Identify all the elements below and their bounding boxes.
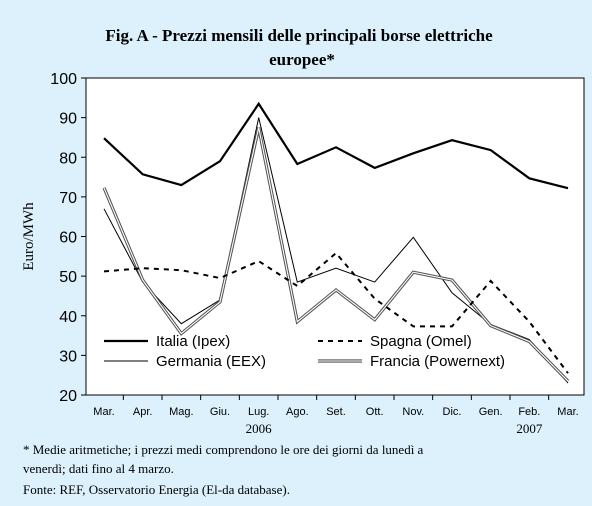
chart-title-line1: Fig. A - Prezzi mensili delle principali… <box>105 26 493 45</box>
x-tick-label: Feb. <box>518 406 540 418</box>
note-line-1: * Medie aritmetiche; i prezzi medi compr… <box>23 442 424 457</box>
plot-area <box>85 77 585 396</box>
chart-title: Fig. A - Prezzi mensili delle principali… <box>0 24 592 72</box>
x-year-label: 2007 <box>516 421 543 436</box>
x-tick-label: Lug. <box>248 406 269 418</box>
legend-label-germania-eex: Germania (EEX) <box>156 353 266 370</box>
x-tick-label: Mar. <box>93 406 114 418</box>
x-tick-label: Mar. <box>557 406 578 418</box>
legend-label-spagna-omel: Spagna (Omel) <box>370 333 472 350</box>
series-line-francia-powernext-inner <box>103 127 569 382</box>
x-tick-label: Mag. <box>169 406 193 418</box>
y-tick-label: 20 <box>59 388 77 405</box>
x-tick-label: Set. <box>326 406 346 418</box>
series-line-spagna-omel <box>103 251 569 374</box>
x-tick-label: Apr. <box>133 406 153 418</box>
y-tick-label: 90 <box>59 111 77 128</box>
x-tick-label: Giu. <box>210 406 230 418</box>
chart-notes: * Medie aritmetiche; i prezzi medi compr… <box>23 440 423 499</box>
x-tick-label: Dic. <box>443 406 462 418</box>
y-tick-label: 80 <box>59 150 77 167</box>
y-tick-label: 50 <box>59 269 77 286</box>
source-note: Fonte: REF, Osservatorio Energia (El-da … <box>23 482 290 497</box>
y-tick-label: 40 <box>59 309 77 326</box>
y-tick-label: 60 <box>59 230 77 247</box>
y-tick-label: 30 <box>59 348 77 365</box>
chart-title-line2: europee* <box>269 50 335 69</box>
x-tick-label: Nov. <box>402 406 424 418</box>
x-tick-label: Ott. <box>366 406 384 418</box>
note-line-2: venerdì; dati fino al 4 marzo. <box>23 461 174 476</box>
series-line-italia-ipex <box>103 101 569 190</box>
legend-label-italia-ipex: Italia (Ipex) <box>156 333 230 350</box>
line-chart: 20 30 40 50 60 70 80 90 100 Euro/MWh Mar. Apr. Mag.… <box>21 71 585 436</box>
y-tick-label: 70 <box>59 190 77 207</box>
legend-label-francia-powernext: Francia (Powernext) <box>370 353 505 370</box>
x-tick-label: Ago. <box>286 406 309 418</box>
y-axis-label: Euro/MWh <box>21 202 37 271</box>
x-year-label: 2006 <box>246 421 273 436</box>
x-tick-label: Gen. <box>479 406 503 418</box>
y-tick-label: 100 <box>50 71 77 88</box>
